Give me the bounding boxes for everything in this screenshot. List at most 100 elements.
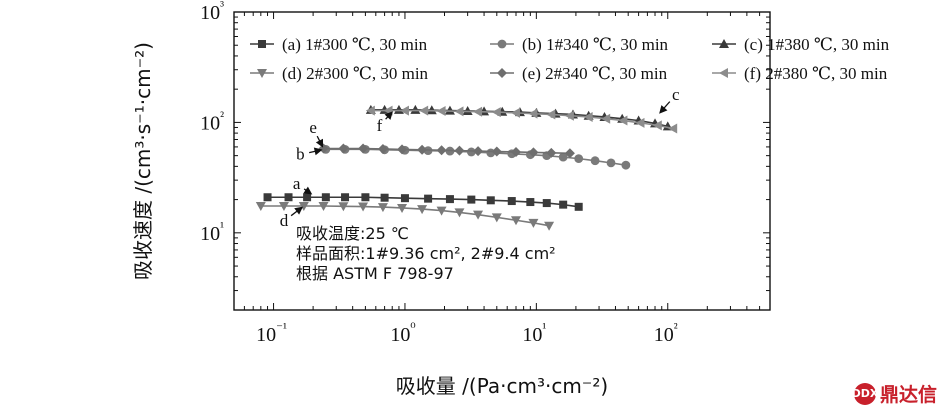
y-tick-label: 10² — [200, 108, 224, 134]
legend-marker — [497, 39, 507, 49]
data-point — [621, 160, 631, 170]
data-point — [668, 123, 678, 134]
data-point — [558, 152, 568, 162]
data-point — [358, 143, 369, 154]
data-point — [397, 203, 408, 213]
series-e — [318, 143, 575, 159]
series-line — [260, 205, 550, 227]
legend-label: (c) 1#380 ℃, 30 min — [744, 35, 890, 54]
point-label-f: f — [377, 111, 393, 135]
data-point — [377, 203, 388, 213]
point-label-b: b — [296, 145, 323, 164]
x-axis-label: 吸收量 /(Pa·cm³·cm⁻²) — [396, 374, 608, 398]
data-point — [255, 201, 266, 211]
data-point — [278, 201, 289, 211]
legend-label: (e) 2#340 ℃, 30 min — [522, 64, 668, 83]
data-point — [528, 218, 539, 228]
point-label-text: e — [309, 118, 317, 137]
data-point — [380, 193, 389, 202]
y-tick-label: 10³ — [200, 0, 224, 24]
data-point — [284, 193, 293, 202]
legend-item: (f) 2#380 ℃, 30 min — [712, 64, 888, 83]
data-point — [466, 147, 476, 157]
point-label-text: a — [293, 174, 301, 193]
arrow-head — [315, 138, 324, 148]
data-point — [454, 106, 464, 117]
data-point — [486, 196, 495, 205]
data-point — [462, 105, 473, 115]
point-label-e: e — [309, 118, 324, 148]
watermark-logo-icon: DDX — [852, 382, 878, 405]
data-point — [397, 144, 408, 155]
data-point — [546, 109, 556, 120]
data-point — [601, 113, 611, 124]
legend-label: (a) 1#300 ℃, 30 min — [282, 35, 428, 54]
data-point — [454, 145, 465, 156]
point-label-a: a — [293, 174, 313, 195]
x-tick-label: 10¹ — [522, 320, 546, 346]
arrow-head — [384, 111, 393, 120]
data-point — [510, 146, 521, 157]
data-point — [491, 146, 502, 157]
data-point — [652, 120, 662, 131]
data-point — [564, 148, 575, 159]
legend-marker — [719, 39, 729, 48]
legend-label: (b) 1#340 ℃, 30 min — [522, 35, 669, 54]
legend-item: (b) 1#340 ℃, 30 min — [490, 35, 669, 54]
x-tick-label: 10² — [654, 320, 678, 346]
data-point — [318, 201, 329, 211]
point-label-c: c — [659, 85, 680, 114]
data-point — [365, 105, 375, 116]
point-label-text: d — [280, 211, 289, 230]
legend-item: (d) 2#300 ℃, 30 min — [250, 64, 429, 83]
point-labels: ab c d e f — [280, 85, 680, 230]
data-point — [635, 117, 645, 128]
data-point — [618, 115, 628, 126]
watermark: DDX 鼎达信 — [852, 380, 937, 407]
data-point — [436, 105, 446, 116]
annotation-line: 样品面积:1#9.36 cm², 2#9.4 cm² — [296, 244, 556, 263]
y-tick-labels: 10¹ 10² 10³ — [200, 0, 224, 245]
legend-item: (c) 1#380 ℃, 30 min — [712, 35, 890, 54]
data-point — [454, 208, 465, 218]
data-point — [426, 105, 437, 115]
watermark-text: 鼎达信 — [879, 384, 937, 406]
arrow-head — [303, 186, 313, 195]
legend-item: (a) 1#300 ℃, 30 min — [250, 35, 428, 54]
data-point — [444, 105, 455, 115]
point-label-text: c — [672, 85, 680, 104]
legend-item: (e) 2#340 ℃, 30 min — [490, 64, 668, 83]
data-point — [399, 105, 409, 116]
data-point — [400, 194, 409, 203]
series-f — [365, 105, 678, 134]
data-point — [377, 143, 388, 154]
data-point — [436, 145, 447, 156]
data-point — [361, 193, 370, 202]
data-point — [574, 202, 583, 211]
data-point — [473, 210, 484, 220]
series-layer — [255, 104, 678, 231]
series-a — [263, 193, 583, 211]
data-point — [546, 147, 557, 158]
data-point — [467, 195, 476, 204]
data-point — [338, 143, 349, 154]
data-point — [559, 200, 568, 209]
x-tick-labels: 10⁻¹ 10⁰ 10¹ 10² — [256, 320, 678, 346]
arrow-head — [313, 147, 323, 156]
point-label-d: d — [280, 206, 304, 230]
data-point — [542, 199, 551, 208]
data-point — [417, 144, 428, 155]
point-label-text: f — [377, 116, 383, 135]
x-tick-label: 10⁻¹ — [256, 320, 287, 346]
data-point — [419, 105, 429, 116]
y-tick-label: 10¹ — [200, 219, 224, 245]
data-point — [526, 198, 535, 207]
data-point — [510, 216, 521, 226]
plot-frame — [233, 11, 771, 311]
data-point — [473, 146, 484, 157]
data-point — [338, 202, 349, 212]
legend: (a) 1#300 ℃, 30 min (b) 1#340 ℃, 30 min (c… — [250, 35, 890, 83]
axis-ticks — [233, 11, 771, 311]
